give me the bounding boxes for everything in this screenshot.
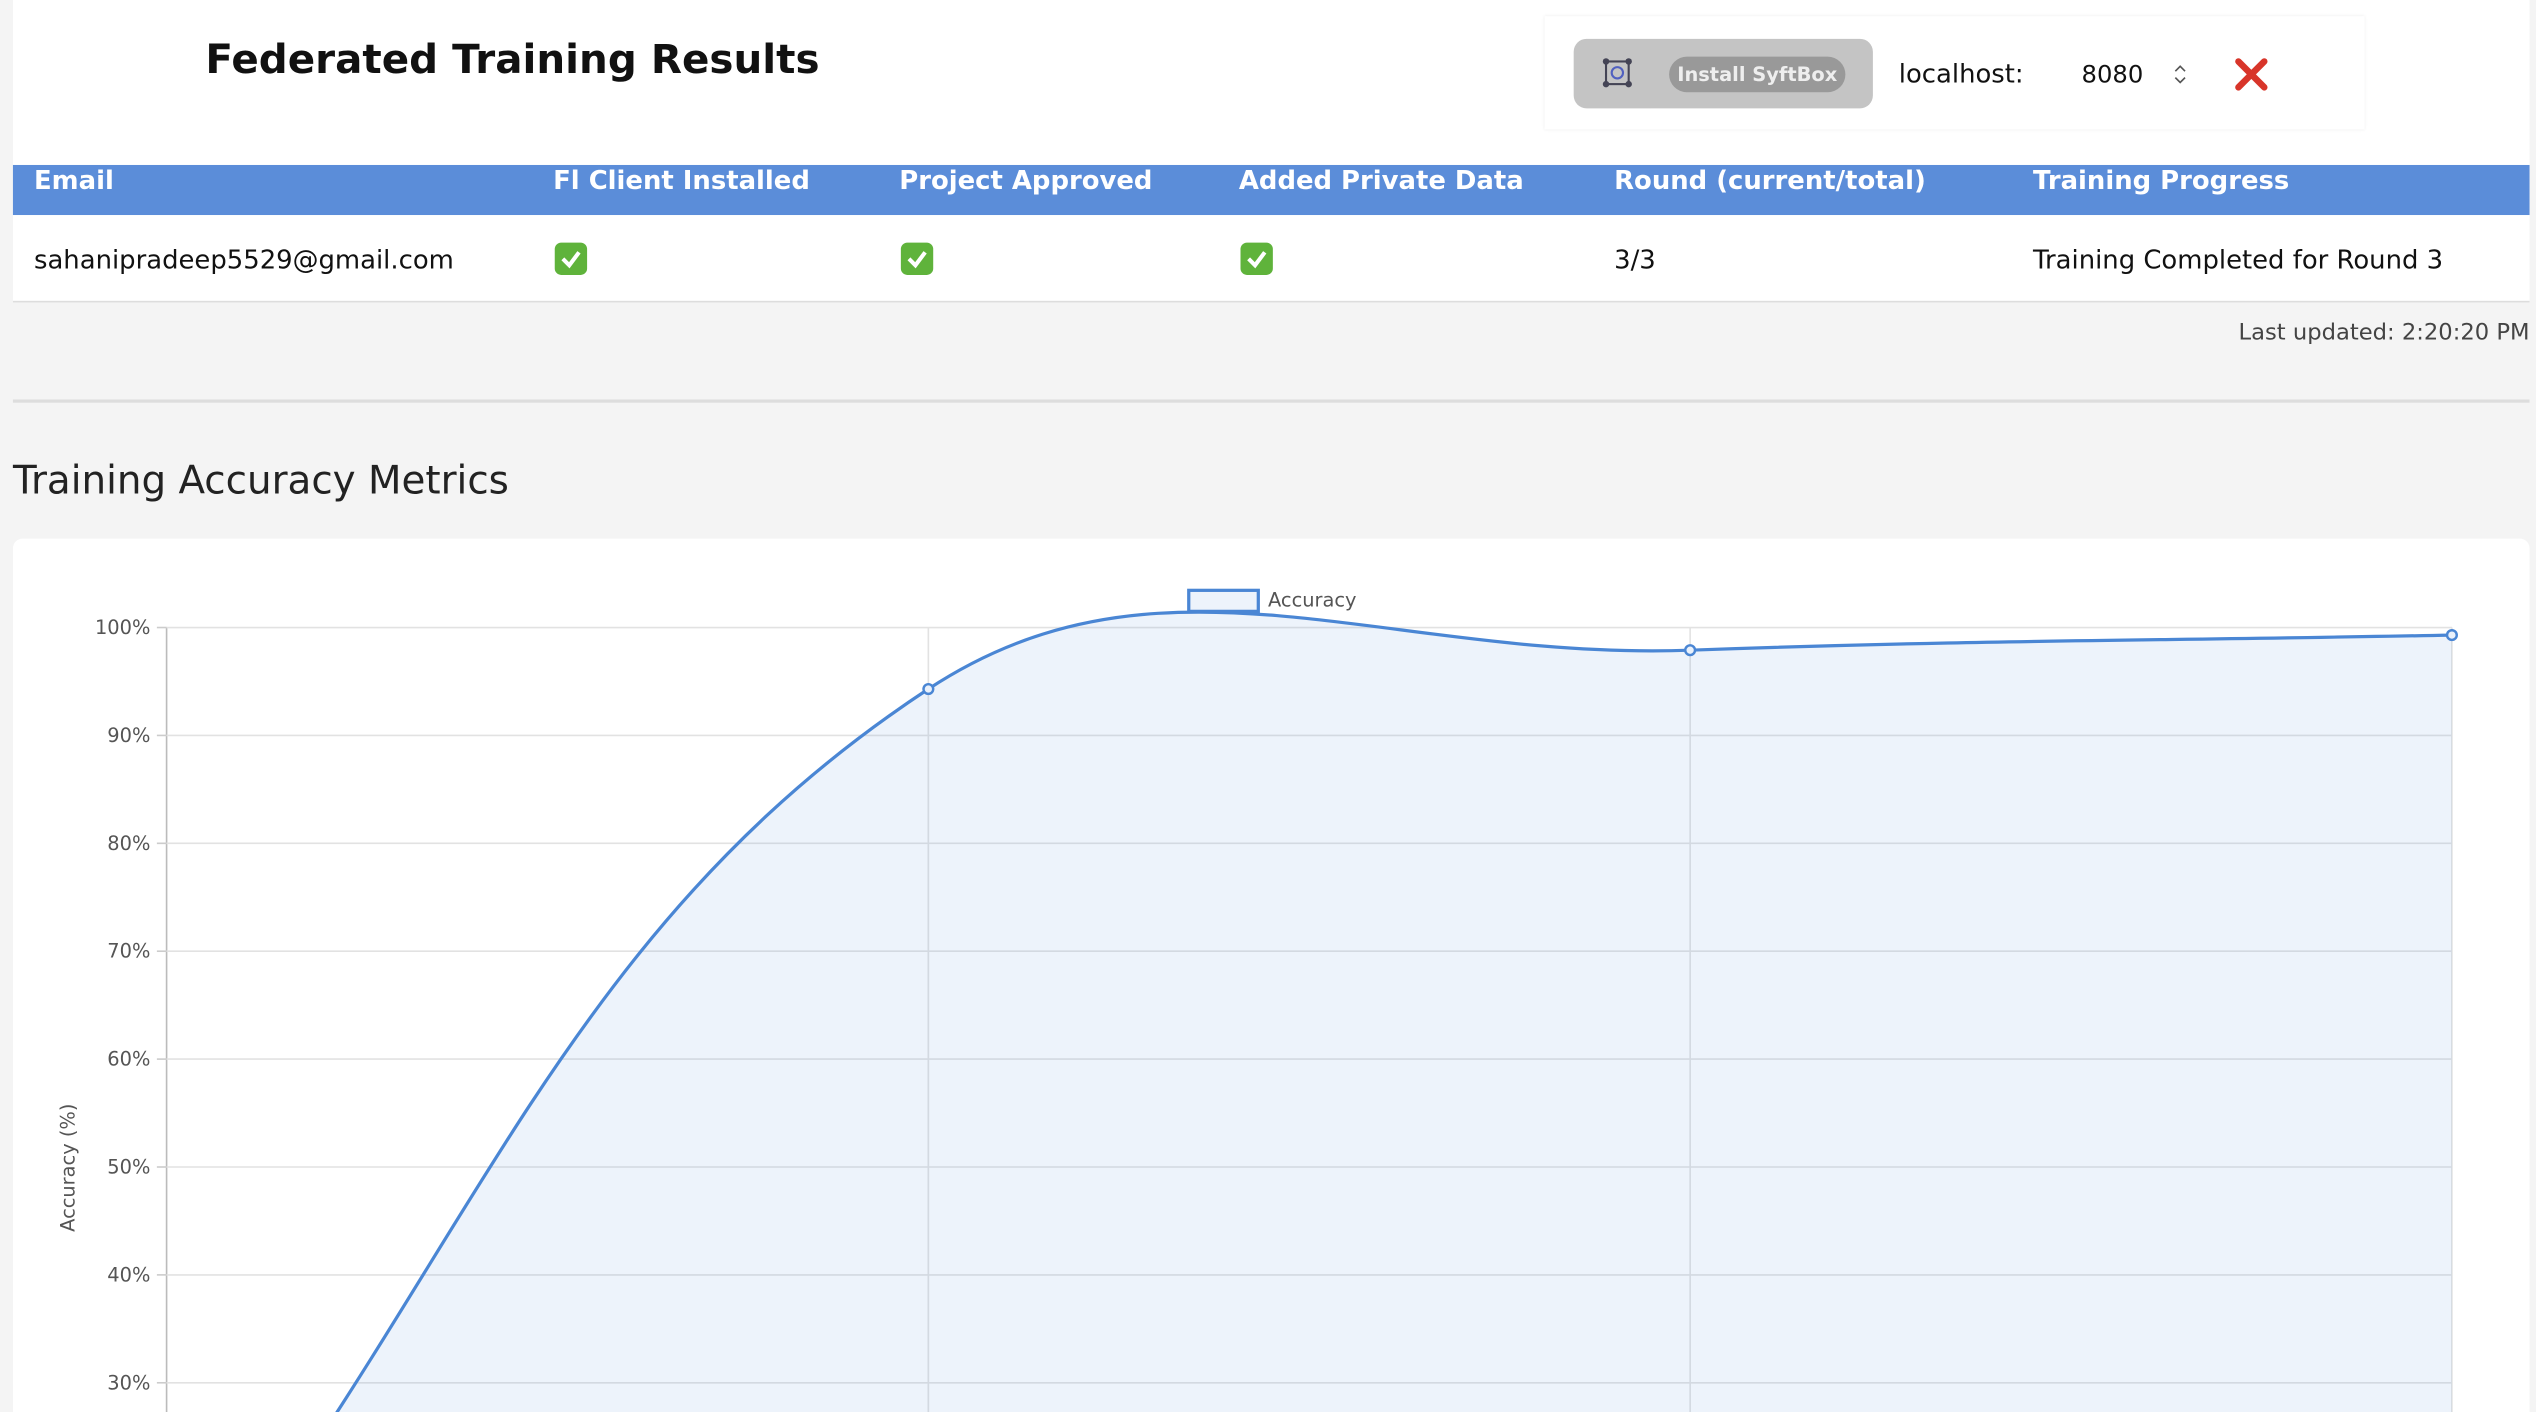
divider — [12, 399, 2530, 403]
check-icon — [1240, 242, 1273, 275]
line — [335, 610, 2452, 1412]
port-input[interactable]: 8080 — [2081, 59, 2144, 89]
column-header: Email — [33, 164, 114, 196]
column-header: Training Progress — [2033, 164, 2290, 196]
area — [337, 612, 2452, 1412]
y-tick-label: 90% — [107, 724, 150, 747]
column-header: Fl Client Installed — [553, 164, 810, 196]
syftbox-icon — [1602, 58, 1632, 88]
point — [2445, 629, 2458, 642]
y-tick-label: 70% — [107, 940, 150, 963]
column-header: Round (current/total) — [1614, 164, 1926, 196]
page-title: Federated Training Results — [205, 35, 820, 83]
point — [1684, 644, 1697, 657]
round-cell: 3/3 — [1614, 244, 1656, 275]
column-header: Project Approved — [899, 164, 1153, 196]
progress-cell: Training Completed for Round 3 — [2033, 244, 2444, 275]
port-spinner[interactable] — [2172, 61, 2188, 87]
email-cell: sahanipradeep5529@gmail.com — [33, 244, 454, 275]
install-label[interactable]: Install SyftBox — [1669, 56, 1846, 93]
host-label: localhost: — [1898, 58, 2024, 89]
legend-label: Accuracy — [1268, 589, 1357, 612]
close-button[interactable] — [2234, 57, 2270, 93]
y-tick-label: 30% — [107, 1371, 150, 1394]
y-tick-label: 50% — [107, 1155, 150, 1178]
check-icon — [900, 242, 934, 275]
column-header: Added Private Data — [1238, 164, 1524, 196]
y-tick-label: 100% — [95, 616, 150, 639]
y-tick-label: 80% — [107, 832, 150, 855]
legend-swatch — [1187, 588, 1260, 613]
y-tick-label: 60% — [107, 1048, 150, 1071]
check-icon — [554, 242, 588, 275]
table-header — [12, 164, 2530, 216]
y-tick-label: 40% — [107, 1263, 150, 1286]
chart-card — [12, 538, 2530, 1412]
section-title: Training Accuracy Metrics — [12, 457, 509, 503]
point — [922, 682, 935, 696]
last-updated: Last updated: 2:20:20 PM — [2238, 320, 2530, 347]
y-axis-label: Accuracy (%) — [56, 1104, 79, 1232]
